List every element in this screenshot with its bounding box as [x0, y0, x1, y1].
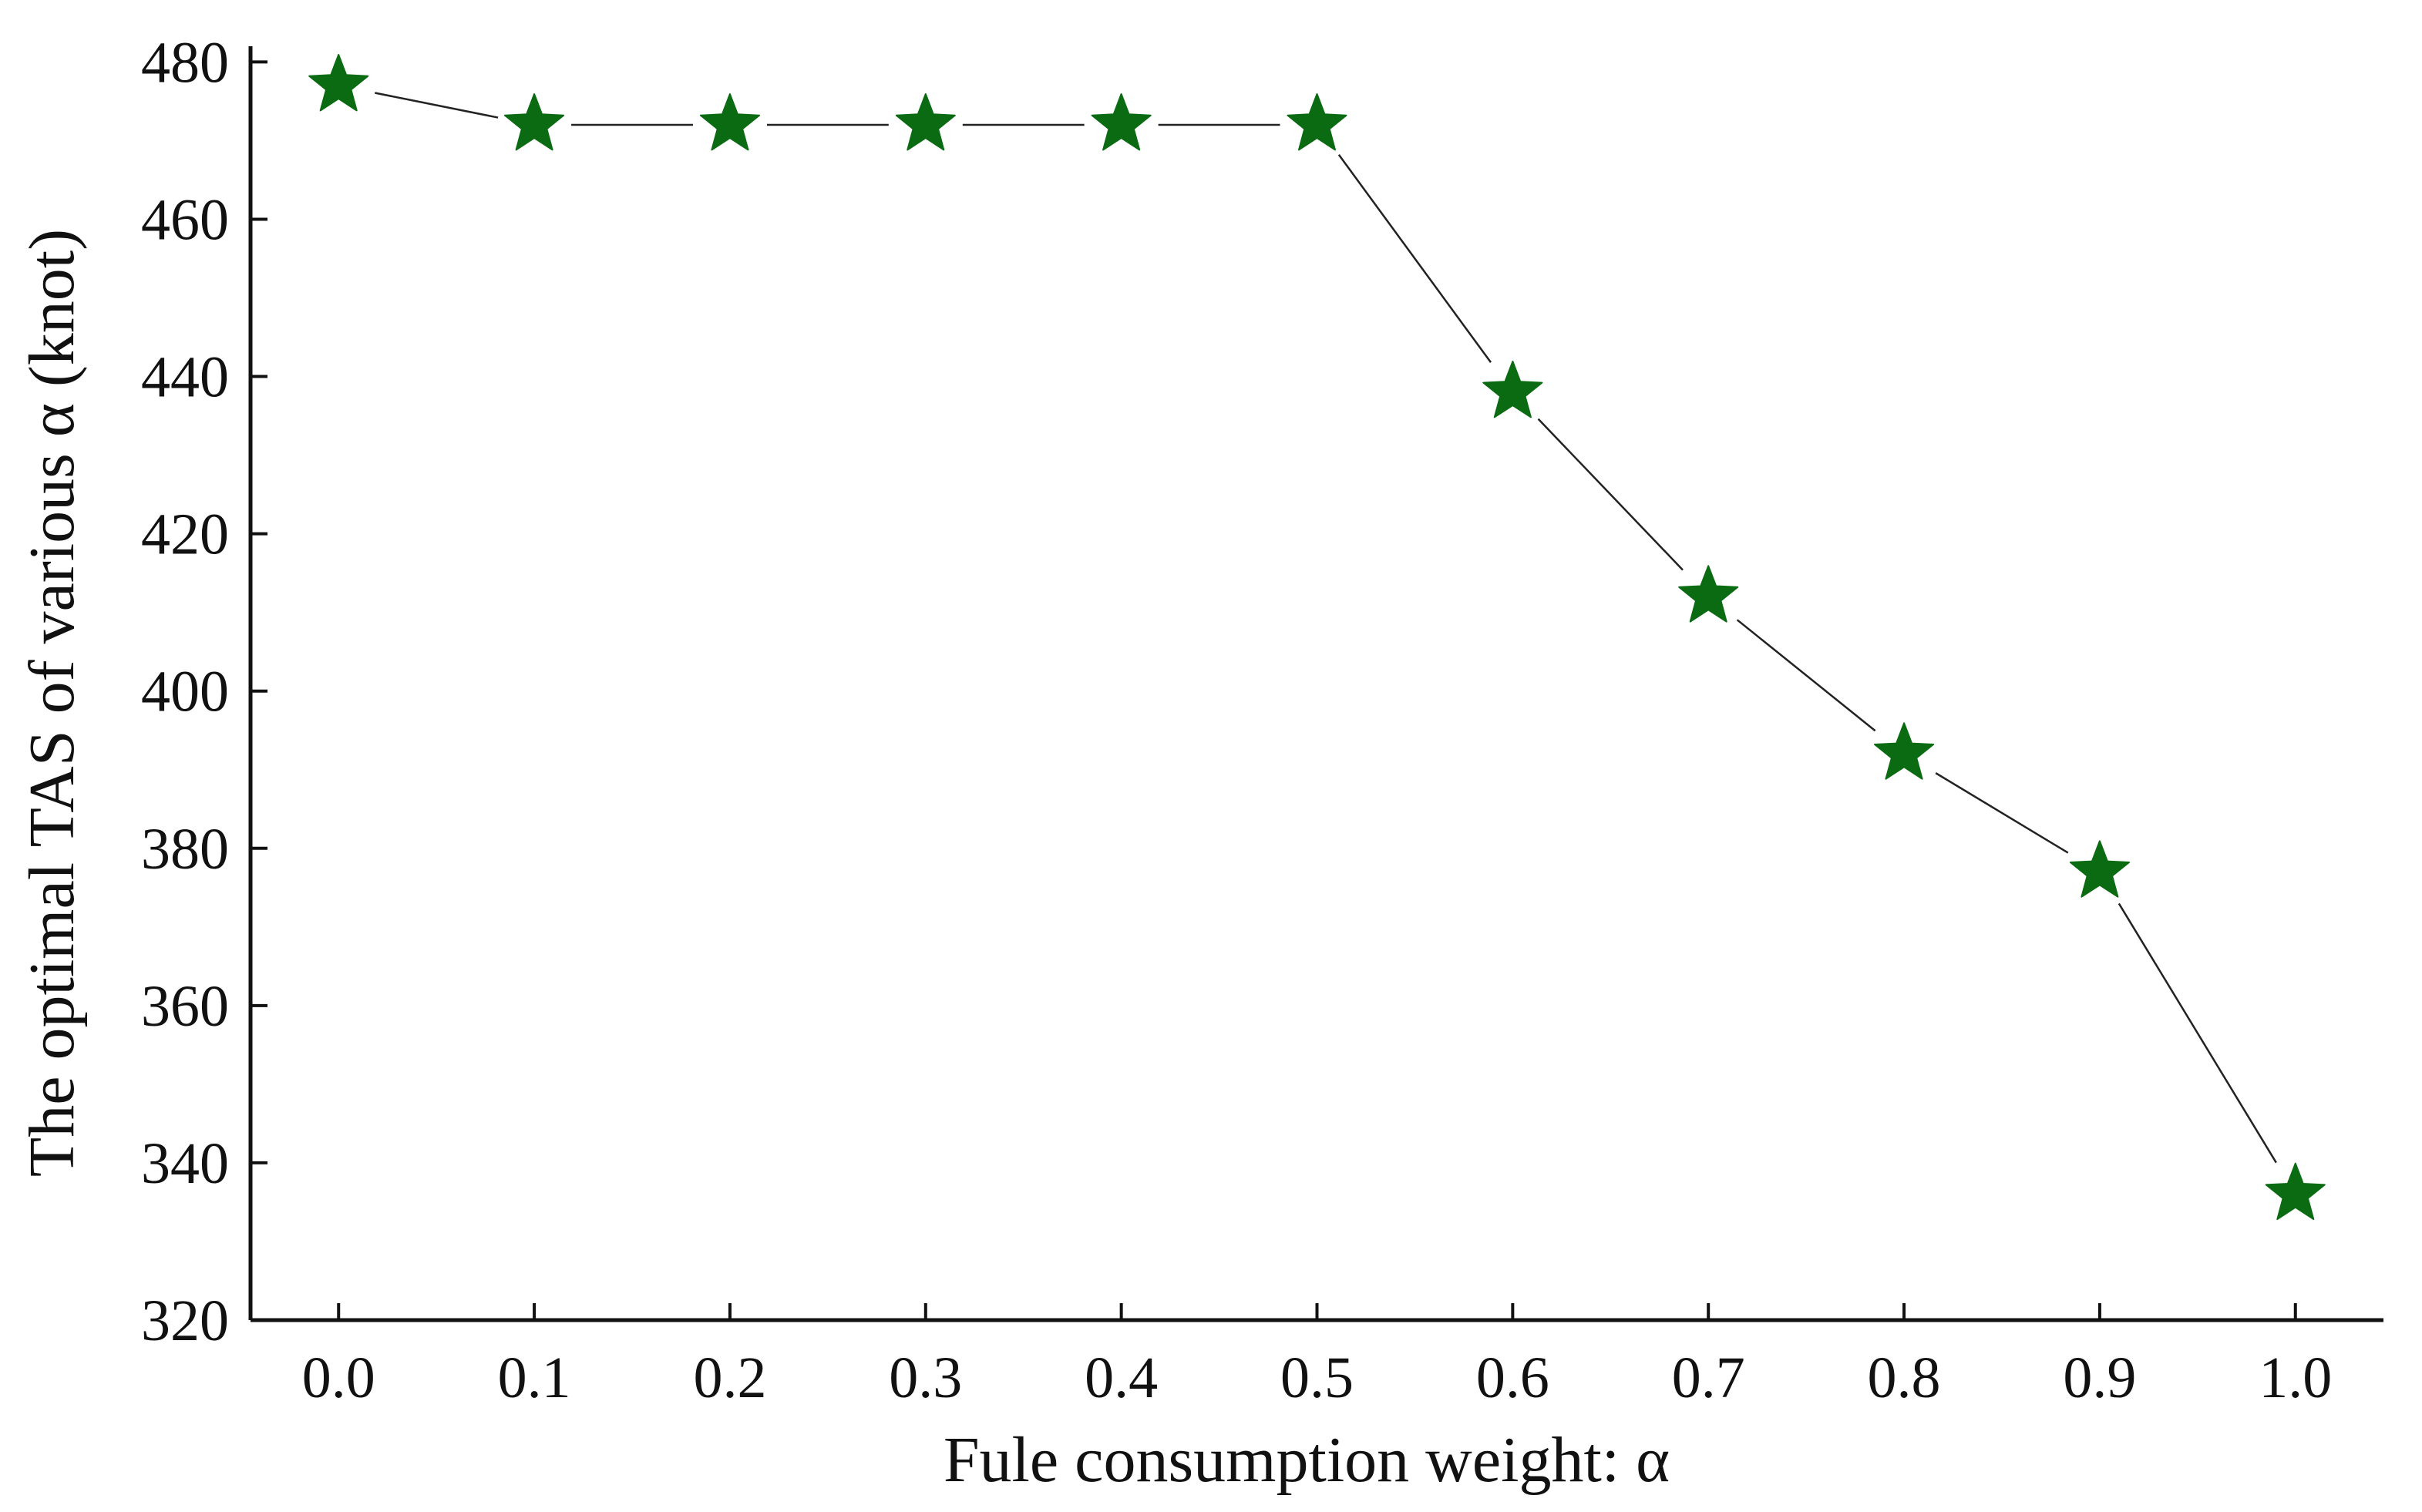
series-line-segment: [375, 92, 499, 119]
x-tick-label: 0.1: [498, 1346, 571, 1410]
data-point-star: [504, 93, 565, 151]
x-tick-label: 1.0: [2259, 1346, 2332, 1410]
series-line-segment: [2118, 902, 2277, 1164]
y-tick-label: 400: [141, 660, 229, 724]
y-tick-label: 380: [141, 817, 229, 882]
x-axis-title: Fule consumption weight: α: [944, 1424, 1670, 1496]
y-tick-label: 320: [141, 1289, 229, 1353]
data-point-star: [1678, 565, 1739, 623]
axes: [248, 46, 2383, 1322]
data-point-star: [1874, 722, 1935, 780]
y-axis-title: The optimal TAS of various α (knot): [16, 229, 88, 1177]
y-tick-label: 420: [141, 502, 229, 567]
y-tick-label: 480: [141, 30, 229, 95]
x-tick-label: 0.3: [889, 1346, 962, 1410]
y-tick-label: 460: [141, 187, 229, 252]
y-tick-label: 360: [141, 974, 229, 1039]
x-tick-label: 0.9: [2063, 1346, 2136, 1410]
series-line-segment: [1935, 772, 2069, 854]
data-point-star: [1287, 93, 1347, 151]
x-tick-label: 0.7: [1672, 1346, 1745, 1410]
data-point-star: [699, 93, 760, 151]
data-series: [308, 54, 2326, 1221]
series-line-segment: [1337, 154, 1492, 363]
data-point-star: [895, 93, 956, 151]
data-point-star: [2069, 840, 2130, 898]
y-tick-label: 340: [141, 1131, 229, 1196]
data-point-star: [2265, 1162, 2326, 1221]
y-tick-label: 440: [141, 345, 229, 410]
x-tick-label: 0.8: [1868, 1346, 1941, 1410]
data-point-star: [1482, 361, 1543, 418]
x-tick-label: 0.4: [1085, 1346, 1158, 1410]
x-tick-label: 0.5: [1280, 1346, 1354, 1410]
x-tick-label: 0.6: [1476, 1346, 1549, 1410]
series-line-segment: [1537, 418, 1684, 571]
series-line-segment: [1736, 619, 1876, 732]
x-tick-label: 0.2: [693, 1346, 766, 1410]
x-tick-label: 0.0: [302, 1346, 375, 1410]
ticks: 0.0 0.1 0.2 0.3 0.4 0.5 0.6 0.7 0.8 0.9 1.0 320 340 3…: [141, 30, 2332, 1410]
data-point-star: [1091, 93, 1152, 151]
data-point-star: [308, 54, 369, 112]
